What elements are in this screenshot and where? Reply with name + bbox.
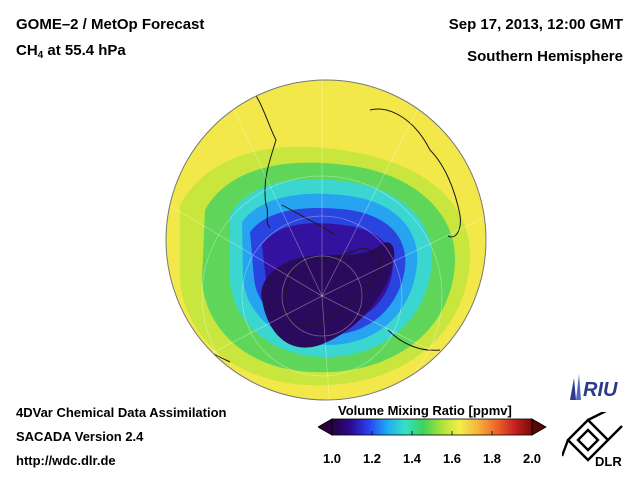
colorbar-tick-label: 1.2 [362, 451, 382, 466]
colorbar-tick-label: 1.4 [402, 451, 422, 466]
species-subscript: 4 [37, 50, 44, 61]
dlr-logo-text: DLR [595, 454, 622, 468]
riu-logo-text: RIU [583, 379, 618, 401]
footer-line2: SACADA Version 2.4 [16, 429, 144, 444]
region-label: Southern Hemisphere [467, 48, 623, 65]
colorbar-tick-label: 1.6 [442, 451, 462, 466]
colorbar-tick-label: 2.0 [522, 451, 542, 466]
coastlines [174, 84, 461, 363]
colorbar-right-arrow [531, 418, 547, 436]
colorbar [318, 418, 547, 436]
dlr-logo: DLR [562, 412, 623, 468]
globe-outline [165, 79, 487, 401]
title-line1: GOME–2 / MetOp Forecast [16, 16, 205, 33]
riu-logo: RIU [570, 374, 618, 401]
colorbar-tick-label: 1.0 [322, 451, 342, 466]
species-name: CH [16, 42, 38, 59]
colorbar-title: Volume Mixing Ratio [ppmv] [338, 403, 512, 418]
footer-line3: http://wdc.dlr.de [16, 453, 116, 468]
colorbar-bar [331, 418, 533, 436]
colorbar-tick-label: 1.8 [482, 451, 502, 466]
colorbar-left-arrow [318, 418, 333, 436]
globe-field [166, 80, 486, 400]
species-label: CH4 at 55.4 hPa [16, 42, 126, 61]
footer-line1: 4DVar Chemical Data Assimilation [16, 405, 227, 420]
species-level: at 55.4 hPa [43, 42, 126, 59]
datetime-label: Sep 17, 2013, 12:00 GMT [448, 16, 623, 33]
